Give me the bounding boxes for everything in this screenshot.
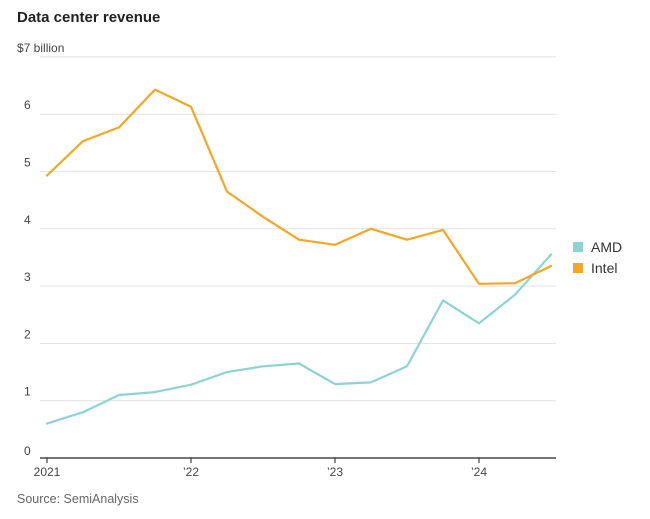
series-lines <box>45 88 553 425</box>
legend-swatch-amd <box>573 241 583 252</box>
series-line-amd <box>45 253 553 425</box>
legend-item-amd: AMD <box>573 236 622 257</box>
x-tick-label: ’22 <box>183 465 199 479</box>
x-tick-label: ’23 <box>327 465 343 479</box>
y-tick-label: 1 <box>24 385 31 399</box>
x-axis: 2021 ’22 ’23 ’24 <box>34 457 556 479</box>
y-tick-label: 5 <box>24 156 31 170</box>
y-tick-label: 0 <box>24 444 31 458</box>
y-tick-label: 3 <box>24 270 31 284</box>
series-line-intel <box>45 88 553 285</box>
legend-swatch-intel <box>573 262 583 273</box>
y-tick-label: $7 billion <box>17 41 64 55</box>
legend: AMD Intel <box>573 236 622 278</box>
y-tick-label: 6 <box>24 98 31 112</box>
y-tick-label: 2 <box>24 327 31 341</box>
y-tick-label: 4 <box>24 213 31 227</box>
x-tick-label: ’24 <box>471 465 487 479</box>
chart-title: Data center revenue <box>17 9 161 26</box>
legend-label-intel: Intel <box>591 259 618 276</box>
x-tick-label: 2021 <box>34 465 61 479</box>
legend-label-amd: AMD <box>591 238 623 255</box>
source-note: Source: SemiAnalysis <box>17 492 139 506</box>
legend-item-intel: Intel <box>573 257 622 278</box>
gridlines <box>40 56 556 402</box>
y-axis-ticks: 0 1 2 3 4 5 6 $7 billion <box>17 41 64 458</box>
